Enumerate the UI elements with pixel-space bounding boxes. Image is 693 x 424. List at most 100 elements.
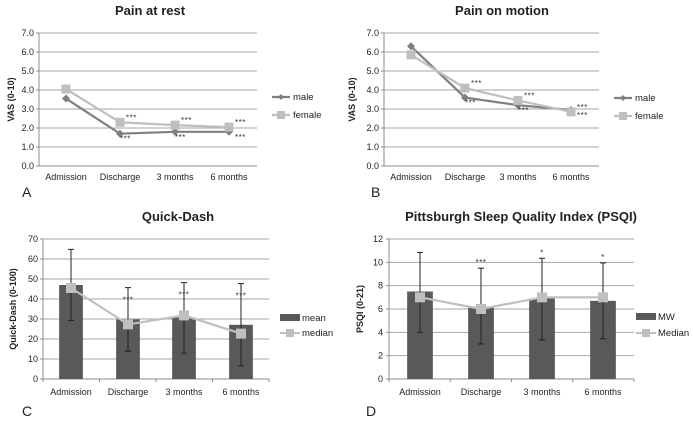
y-tick-label: 2: [378, 351, 383, 361]
chart-panel-C: Quick-Dash 0 10 20 30 40 50 60 70 Quick-Dash (0-1…: [8, 209, 333, 419]
y-tick-label: 3.0: [21, 104, 34, 114]
data-point-Median: [537, 292, 547, 303]
significance-marker: ***: [179, 291, 190, 300]
x-tick-label: 6 months: [222, 387, 260, 397]
x-tick-label: 6 months: [210, 172, 248, 182]
legend-marker-median: [286, 329, 294, 337]
significance-marker: ***: [524, 91, 535, 100]
legend-label: Median: [658, 328, 689, 339]
x-tick-label: Admission: [50, 387, 92, 397]
y-tick-label: 0.0: [366, 161, 379, 171]
y-tick-label: 10: [28, 354, 38, 364]
x-tick-label: 3 months: [523, 387, 561, 397]
legend-label: male: [293, 92, 314, 103]
data-point-female: [224, 122, 234, 132]
chart-panel-A: Pain at rest 0.0 1.0 2.0 3.0 4.0 5.0 6.0 7.0 VAS …: [6, 3, 322, 200]
series-line-male: [65, 97, 229, 135]
significance-marker: ***: [476, 258, 487, 267]
data-point-median: [236, 328, 246, 339]
x-tick-label: 3 months: [156, 172, 194, 182]
series-line-male: [410, 45, 572, 112]
legend-label: mean: [302, 313, 326, 324]
y-tick-label: 3.0: [366, 104, 379, 114]
data-point-female: [61, 84, 71, 94]
data-point-male: [461, 93, 469, 102]
legend-label: female: [293, 110, 322, 121]
legend-marker-Median: [642, 329, 650, 337]
y-tick-label: 30: [28, 314, 38, 324]
x-tick-label: 6 months: [552, 172, 590, 182]
legend-marker-mean: [280, 314, 300, 321]
y-tick-label: 4.0: [366, 85, 379, 95]
legend-marker-female: [619, 112, 627, 120]
panel-label: C: [22, 403, 32, 419]
legend-label: female: [635, 111, 664, 122]
significance-marker: ***: [577, 111, 588, 120]
chart-title: Pain on motion: [455, 3, 549, 18]
x-tick-label: Discharge: [100, 172, 141, 182]
chart-title: Pittsburgh Sleep Quality Index (PSQI): [405, 209, 637, 224]
x-tick-label: Admission: [390, 172, 432, 182]
data-point-Median: [598, 292, 608, 303]
y-tick-label: 8: [378, 281, 383, 291]
series-line-female: [410, 53, 572, 113]
significance-marker: ***: [235, 118, 246, 127]
y-tick-label: 6.0: [366, 47, 379, 57]
legend-marker-male: [278, 94, 284, 100]
y-axis-label: Quick-Dash (0-100): [8, 268, 18, 350]
y-tick-label: 40: [28, 294, 38, 304]
y-tick-label: 0: [33, 374, 38, 384]
significance-marker: ***: [235, 133, 246, 142]
significance-marker: ***: [123, 296, 134, 305]
y-tick-label: 2.0: [21, 123, 34, 133]
significance-marker: ***: [577, 103, 588, 112]
data-point-Median: [415, 292, 425, 303]
x-tick-label: Discharge: [445, 172, 486, 182]
significance-marker: ***: [465, 99, 476, 108]
data-point-female: [406, 50, 416, 60]
y-tick-label: 4.0: [21, 85, 34, 95]
data-point-female: [566, 107, 576, 117]
data-point-female: [170, 120, 180, 130]
panel-label: D: [366, 403, 376, 419]
y-tick-label: 5.0: [21, 66, 34, 76]
chart-title: Pain at rest: [115, 3, 186, 18]
chart-panel-D: Pittsburgh Sleep Quality Index (PSQI) 0 2 4…: [355, 209, 689, 419]
x-tick-label: Discharge: [461, 387, 502, 397]
significance-marker: ***: [236, 292, 247, 301]
significance-marker: ***: [181, 116, 192, 125]
data-point-female: [513, 95, 523, 105]
x-tick-label: Admission: [45, 172, 87, 182]
y-tick-label: 70: [28, 234, 38, 244]
y-tick-label: 20: [28, 334, 38, 344]
y-tick-label: 10: [373, 257, 383, 267]
y-tick-label: 7.0: [366, 28, 379, 38]
panel-label: B: [371, 184, 380, 200]
y-axis-label: VAS (0-10): [347, 77, 357, 121]
y-axis-label: VAS (0-10): [6, 77, 16, 121]
panel-label: A: [22, 184, 32, 200]
y-tick-label: 2.0: [366, 123, 379, 133]
y-tick-label: 6.0: [21, 47, 34, 57]
y-tick-label: 12: [373, 234, 383, 244]
y-tick-label: 50: [28, 274, 38, 284]
bar-mean: [59, 285, 83, 379]
series-line-female: [65, 88, 230, 129]
data-point-female: [460, 83, 470, 93]
x-tick-label: Admission: [399, 387, 441, 397]
x-tick-label: 6 months: [584, 387, 622, 397]
significance-marker: ***: [471, 79, 482, 88]
y-tick-label: 0: [378, 374, 383, 384]
y-tick-label: 5.0: [366, 66, 379, 76]
x-tick-label: 3 months: [499, 172, 537, 182]
y-tick-label: 0.0: [21, 161, 34, 171]
data-point-median: [66, 283, 76, 293]
legend-label: male: [635, 93, 656, 104]
significance-marker: *: [540, 248, 544, 257]
y-tick-label: 1.0: [366, 142, 379, 152]
chart-panel-B: Pain on motion 0.0 1.0 2.0 3.0 4.0 5.0 6.0 7.0 VA…: [347, 3, 664, 200]
significance-marker: ***: [518, 106, 529, 115]
data-point-male: [62, 94, 70, 103]
legend-label: MW: [658, 312, 675, 323]
